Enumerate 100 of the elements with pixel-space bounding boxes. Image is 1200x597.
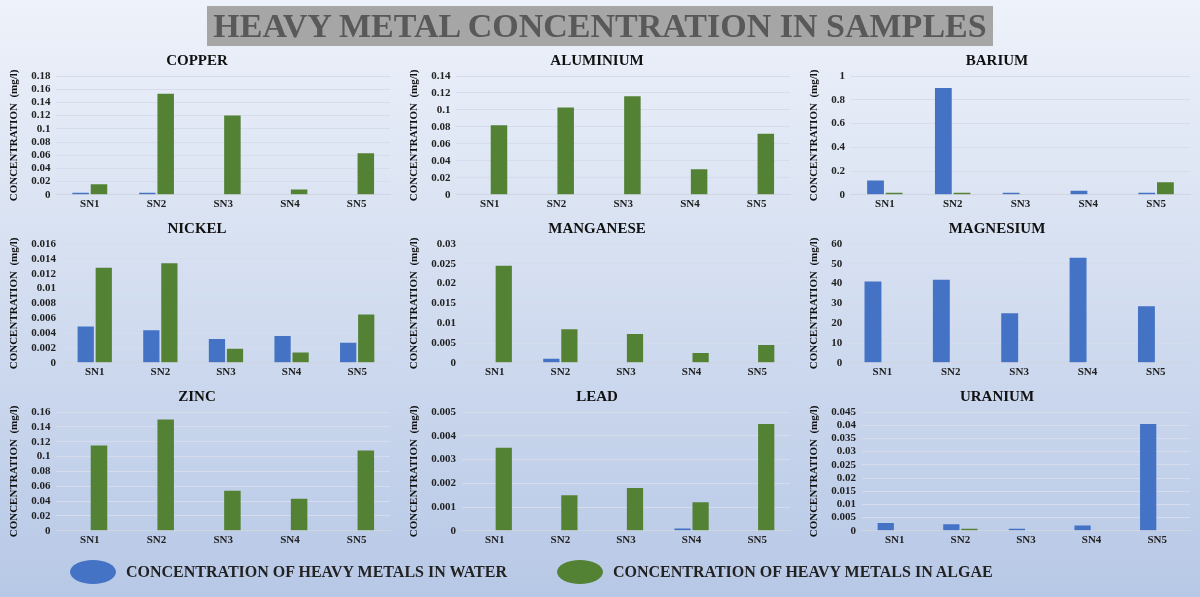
y-tick-label: 0.006 xyxy=(31,311,57,324)
x-tick-label: SN4 xyxy=(1078,197,1099,210)
x-tick-label: SN3 xyxy=(616,365,637,378)
x-tick-label: SN3 xyxy=(1010,197,1031,210)
chart-title: URANIUM xyxy=(959,387,1035,404)
x-tick-label: SN2 xyxy=(550,533,571,546)
y-tick-label: 0.02 xyxy=(436,276,457,289)
x-tick-label: SN4 xyxy=(280,197,301,210)
y-tick-label: 60 xyxy=(831,236,843,249)
x-tick-label: SN1 xyxy=(872,365,893,378)
y-tick-label: 0.01 xyxy=(836,497,856,510)
y-tick-label: 50 xyxy=(831,256,843,269)
y-tick-label: 1 xyxy=(839,68,845,81)
y-tick-label: 0.02 xyxy=(31,174,51,187)
y-tick-label: 0.14 xyxy=(431,68,451,81)
y-tick-label: 0 xyxy=(44,523,51,536)
x-tick-label: SN3 xyxy=(216,365,237,378)
x-tick-label: SN1 xyxy=(80,197,100,210)
chart-title: MANGANESE xyxy=(548,219,646,236)
y-tick-label: 0.025 xyxy=(831,457,857,470)
x-tick-label: SN5 xyxy=(746,197,767,210)
x-tick-label: SN1 xyxy=(484,533,505,546)
y-tick-label: 0.035 xyxy=(831,431,857,444)
y-tick-label: 0.045 xyxy=(831,404,857,417)
y-tick-label: 0.08 xyxy=(431,119,451,132)
x-tick-label: SN1 xyxy=(484,365,505,378)
x-tick-label: SN4 xyxy=(680,197,701,210)
y-axis-title: CONCENTRATION (mg/l) xyxy=(807,237,821,370)
x-tick-label: SN5 xyxy=(1146,365,1167,378)
y-tick-label: 10 xyxy=(831,335,843,348)
y-tick-label: 0.18 xyxy=(31,68,51,81)
y-tick-label: 0.1 xyxy=(36,121,51,134)
y-tick-label: 0.14 xyxy=(31,419,51,432)
x-tick-label: SN1 xyxy=(84,365,105,378)
y-tick-label: 0 xyxy=(836,355,843,368)
y-axis-title: CONCENTRATION (mg/l) xyxy=(407,237,421,370)
y-tick-label: 0.02 xyxy=(31,508,51,521)
y-tick-label: 30 xyxy=(831,296,843,309)
x-tick-label: SN2 xyxy=(150,365,171,378)
x-tick-label: SN3 xyxy=(613,197,634,210)
y-tick-label: 0.16 xyxy=(31,404,51,417)
y-tick-label: 0.005 xyxy=(431,404,457,417)
chart-title: COPPER xyxy=(166,51,228,68)
y-axis-title: CONCENTRATION (mg/l) xyxy=(7,405,21,538)
x-tick-label: SN5 xyxy=(747,365,768,378)
legend-label: CONCENTRATION OF HEAVY METALS IN ALGAE xyxy=(612,563,993,581)
x-tick-label: SN2 xyxy=(942,197,963,210)
x-tick-label: SN4 xyxy=(1081,533,1102,546)
legend-label: CONCENTRATION OF HEAVY METALS IN WATER xyxy=(126,563,507,581)
y-axis-title: CONCENTRATION (mg/l) xyxy=(407,69,421,202)
x-tick-label: SN3 xyxy=(1009,365,1030,378)
chart-title: BARIUM xyxy=(965,51,1029,68)
y-tick-label: 0.003 xyxy=(431,452,457,465)
y-tick-label: 20 xyxy=(831,316,843,329)
y-tick-label: 0 xyxy=(850,523,857,536)
y-tick-label: 0.004 xyxy=(31,325,57,338)
x-tick-label: SN3 xyxy=(213,533,234,546)
x-tick-label: SN2 xyxy=(146,197,167,210)
x-tick-label: SN4 xyxy=(681,365,702,378)
y-tick-label: 0.04 xyxy=(31,493,51,506)
y-tick-label: 0.02 xyxy=(431,170,451,183)
y-tick-label: 0 xyxy=(450,355,457,368)
y-tick-label: 0 xyxy=(44,187,51,200)
y-tick-label: 0.015 xyxy=(831,484,857,497)
y-tick-label: 0.005 xyxy=(831,510,857,523)
x-tick-label: SN2 xyxy=(146,533,167,546)
y-tick-label: 0.012 xyxy=(31,266,57,279)
x-tick-label: SN1 xyxy=(480,197,500,210)
x-tick-label: SN4 xyxy=(1077,365,1098,378)
x-tick-label: SN1 xyxy=(875,197,895,210)
y-tick-label: 0.015 xyxy=(431,296,457,309)
y-tick-label: 0.002 xyxy=(31,340,57,353)
y-tick-label: 0.03 xyxy=(836,444,857,457)
x-tick-label: SN3 xyxy=(213,197,234,210)
y-tick-label: 0.005 xyxy=(431,335,457,348)
y-tick-label: 0 xyxy=(839,187,846,200)
chart-title: ALUMINIUM xyxy=(550,51,644,68)
y-axis-title: CONCENTRATION (mg/l) xyxy=(807,69,821,202)
y-tick-label: 0.6 xyxy=(831,116,846,129)
chart-title: NICKEL xyxy=(167,219,227,236)
x-tick-label: SN3 xyxy=(616,533,637,546)
y-tick-label: 0.014 xyxy=(31,251,57,264)
text: HEAVY METAL CONCENTRATION IN SAMPLES xyxy=(207,6,993,46)
y-tick-label: 0.06 xyxy=(31,148,51,161)
y-tick-label: 40 xyxy=(831,276,843,289)
y-tick-label: 0.12 xyxy=(431,85,451,98)
y-tick-label: 0.1 xyxy=(36,449,51,462)
y-tick-label: 0.01 xyxy=(436,316,456,329)
y-tick-label: 0 xyxy=(444,187,451,200)
chart-title: LEAD xyxy=(576,387,618,404)
chart-title: MAGNESIUM xyxy=(948,219,1046,236)
x-tick-label: SN5 xyxy=(346,197,367,210)
y-axis-title: CONCENTRATION (mg/l) xyxy=(7,237,21,370)
y-tick-label: 0.06 xyxy=(31,479,51,492)
x-tick-label: SN2 xyxy=(550,365,571,378)
y-tick-label: 0.08 xyxy=(31,464,51,477)
y-tick-label: 0.004 xyxy=(431,428,457,441)
y-tick-label: 0.02 xyxy=(836,470,857,483)
y-tick-label: 0.04 xyxy=(31,161,51,174)
x-tick-label: SN1 xyxy=(884,533,905,546)
